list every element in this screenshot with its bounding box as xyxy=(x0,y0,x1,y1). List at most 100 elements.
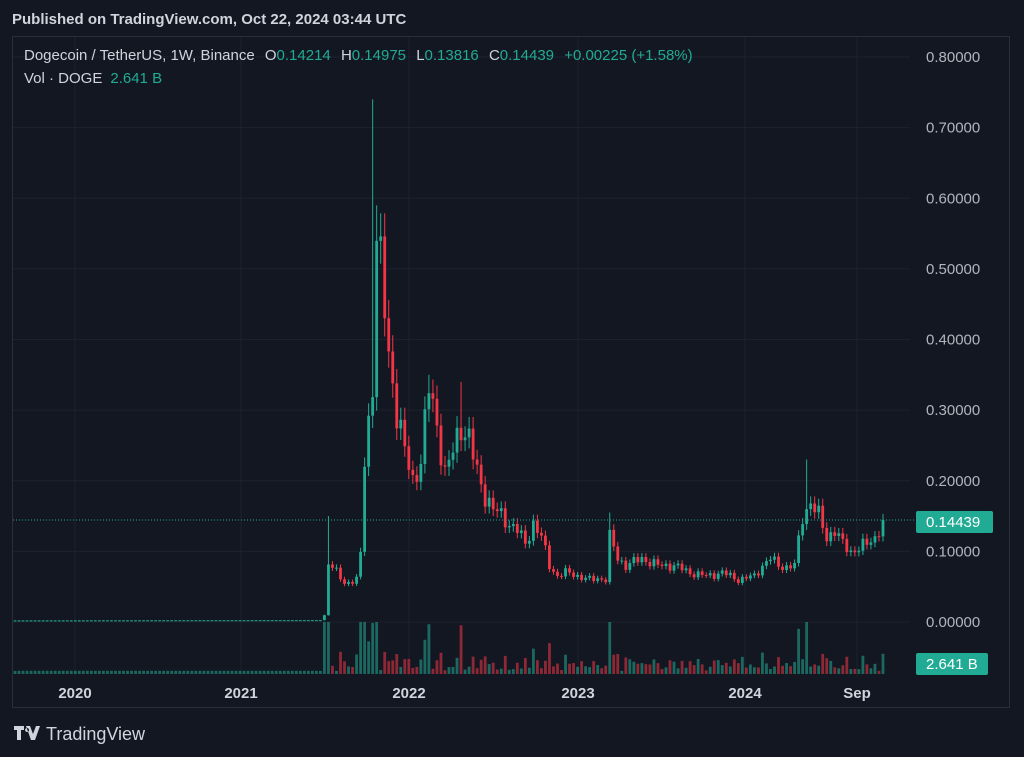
volume-bar xyxy=(314,670,318,674)
volume-bar xyxy=(813,664,817,674)
candle-body xyxy=(652,559,656,567)
footer-brand[interactable]: TradingView xyxy=(14,724,145,745)
candle-body xyxy=(680,563,684,571)
volume-bar xyxy=(523,658,527,674)
candle-body xyxy=(548,545,551,570)
symbol-title: Dogecoin / TetherUS, 1W, Binance xyxy=(24,47,255,64)
volume-bar xyxy=(270,670,274,674)
volume-bar xyxy=(612,654,616,674)
candle-body xyxy=(527,540,531,544)
volume-bar xyxy=(226,670,230,674)
candle-body xyxy=(210,620,214,622)
volume-bar xyxy=(210,670,214,674)
volume-bar xyxy=(680,660,684,674)
candle-body xyxy=(347,581,350,584)
candle-body xyxy=(395,383,399,429)
volume-bar xyxy=(596,665,600,674)
volume-bar xyxy=(724,662,728,674)
candle-body xyxy=(696,571,700,578)
candle-body xyxy=(415,475,419,482)
volume-bar xyxy=(53,670,57,674)
volume-bar xyxy=(37,670,41,674)
candle-body xyxy=(781,566,784,570)
volume-bar xyxy=(158,670,162,674)
candle-body xyxy=(515,524,519,533)
volume-bar xyxy=(499,668,503,674)
candle-body xyxy=(604,579,608,583)
candle-body xyxy=(234,620,238,622)
volume-bar xyxy=(122,670,125,674)
volume-bar xyxy=(375,622,379,674)
x-tick-label: 2020 xyxy=(58,685,91,702)
candle-body xyxy=(182,620,186,622)
volume-bar xyxy=(821,653,825,674)
candle-body xyxy=(813,503,817,513)
candle-body xyxy=(752,573,756,576)
candle-body xyxy=(865,538,869,545)
candle-body xyxy=(85,620,89,622)
candle-body xyxy=(600,578,604,580)
change-value: +0.00225 (+1.58%) xyxy=(564,47,693,64)
volume-bar xyxy=(712,660,716,674)
candle-body xyxy=(692,574,696,578)
volume-bar xyxy=(511,669,515,674)
candle-body xyxy=(298,620,302,622)
candle-body xyxy=(286,620,290,622)
candle-body xyxy=(270,620,274,622)
volume-bar xyxy=(564,654,567,674)
candle-body xyxy=(97,620,101,622)
volume-bar xyxy=(126,670,129,674)
candle-body xyxy=(423,409,427,464)
candle-body xyxy=(254,620,258,622)
volume-bar xyxy=(785,663,788,674)
volume-bar xyxy=(805,622,809,674)
volume-bar xyxy=(298,670,302,674)
candle-body xyxy=(833,532,837,536)
volume-bar xyxy=(600,668,604,674)
volume-bar xyxy=(696,658,700,674)
candle-body xyxy=(367,415,371,467)
candle-body xyxy=(246,620,250,622)
volume-bar xyxy=(331,665,334,674)
volume-bar xyxy=(527,667,531,674)
volume-bar xyxy=(668,660,672,674)
volume-bar xyxy=(359,622,363,674)
chart-frame[interactable] xyxy=(12,36,1010,708)
candle-body xyxy=(13,620,17,622)
volume-bar xyxy=(254,670,258,674)
volume-bar xyxy=(274,670,278,674)
candle-body xyxy=(676,563,680,566)
candle-body xyxy=(262,620,266,622)
candle-body xyxy=(740,576,744,583)
volume-bar xyxy=(632,661,636,674)
volume-bar xyxy=(391,660,395,674)
candle-body xyxy=(531,520,535,541)
candle-body xyxy=(877,536,881,538)
candle-body xyxy=(769,559,772,562)
volume-bar xyxy=(692,665,696,674)
candle-body xyxy=(491,497,495,510)
candle-body xyxy=(110,620,113,622)
volume-bar xyxy=(242,670,246,674)
candle-body xyxy=(761,565,764,576)
candle-body xyxy=(463,437,467,441)
volume-bar xyxy=(138,670,141,674)
volume-bar xyxy=(865,664,869,674)
volume-bar xyxy=(25,670,29,674)
ohlc-legend: Dogecoin / TetherUS, 1W, Binance O0.1421… xyxy=(24,47,693,64)
volume-bar xyxy=(146,670,150,674)
volume-bar xyxy=(222,670,226,674)
volume-bar xyxy=(198,670,202,674)
candle-body xyxy=(130,620,133,622)
volume-bar xyxy=(363,622,367,674)
volume-bar xyxy=(85,670,89,674)
volume-bar xyxy=(467,666,471,674)
volume-bar xyxy=(427,624,431,674)
volume-bar xyxy=(33,670,37,674)
candle-body xyxy=(310,620,314,622)
price-badge-text: 0.14439 xyxy=(926,514,980,531)
volume-bar xyxy=(447,667,451,674)
volume-bar xyxy=(451,666,455,674)
candle-body xyxy=(672,565,676,571)
